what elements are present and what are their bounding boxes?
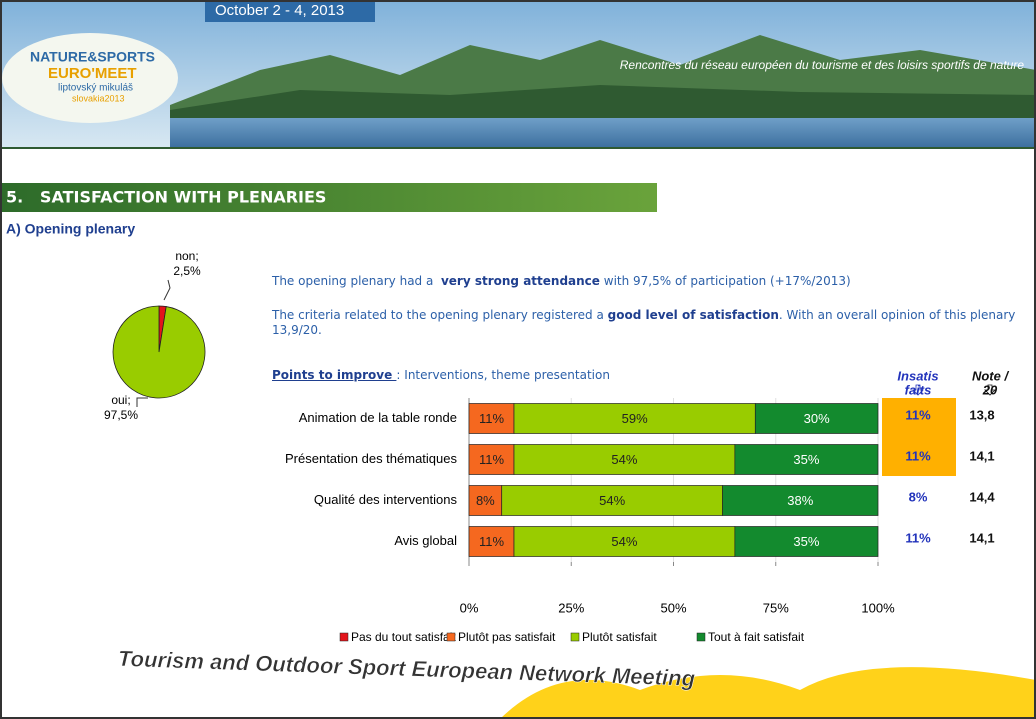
bar-segment [468,526,515,557]
column-value: 14,1 [969,448,994,463]
bar-value-label: 8% [476,493,495,508]
pie-category-label: oui; [111,393,130,407]
column-value: 13,8 [969,407,994,422]
text-bold: Points to improve [272,368,397,382]
bar-value-label: 35% [793,452,819,467]
down-arrow [984,384,996,396]
date-strip [205,0,375,22]
text-bold: good level of satisfaction [607,308,779,322]
x-tick-label: 50% [660,600,686,615]
legend-label: Plutôt pas satisfait [458,630,556,644]
text: : Interventions, theme presentation [396,368,610,382]
y-tick-label: Avis global [394,533,457,548]
bar-value-label: 35% [793,534,819,549]
y-tick-label: Animation de la table ronde [299,410,457,425]
pie-value-label: 97,5% [104,408,138,422]
bar-value-label: 54% [611,534,637,549]
logo-line: NATURE&SPORTS [30,49,155,65]
dates: October 2 - 4, 2013 [215,2,344,19]
bar-value-label: 11% [479,411,504,426]
legend-swatch [696,632,706,642]
legend-label: Tout à fait satisfait [708,630,805,644]
x-tick-label: 75% [763,600,789,615]
bar-value-label: 59% [622,411,648,426]
paragraph: The criteria related to the opening plen… [272,308,1022,338]
legend-swatch [339,632,349,642]
pie-category-label: non; [175,249,198,263]
footer-text: Tourism and Outdoor Sport European Netwo… [118,646,696,691]
x-tick-label: 100% [861,600,895,615]
column-value: 11% [905,407,931,422]
x-tick-label: 0% [460,600,479,615]
bar-segment [513,526,736,557]
column-header: Note / [972,368,1010,383]
legend-label: Plutôt satisfait [582,630,657,644]
column-header: faits [905,382,932,397]
bar-segment [468,403,515,434]
column-value: 11% [905,448,931,463]
bar-value-label: 30% [804,411,830,426]
column-header: Insatis [897,368,938,383]
paragraph: Points to improve : Interventions, theme… [272,368,1022,383]
bar-segment [722,485,879,516]
column-value: 11% [905,530,931,545]
legend-swatch [570,632,580,642]
y-tick-label: Présentation des thématiques [285,451,457,466]
column-value: 14,4 [969,489,995,504]
bar-value-label: 38% [787,493,813,508]
text: The opening plenary had a [272,274,441,288]
down-arrow [912,384,924,396]
bar-segment [513,444,736,475]
text: The criteria related to the opening plen… [272,308,608,322]
paragraph: The opening plenary had a very strong at… [272,274,1022,289]
bar-segment [734,526,879,557]
pie-slice [112,305,206,399]
bar-segment [734,444,879,475]
bar-value-label: 11% [479,534,504,549]
hills [170,85,1036,120]
subtitle: A) Opening plenary [6,221,135,237]
x-tick-label: 25% [558,600,584,615]
text-bold: very strong attendance [440,274,600,288]
bar-value-label: 54% [599,493,625,508]
pie-value-label: 2,5% [173,264,201,278]
section-title: 5. SATISFACTION WITH PLENARIES [6,188,326,207]
leader-line [163,279,171,301]
column-value: 8% [909,489,928,504]
section-bar [0,183,657,212]
legend-swatch [446,632,456,642]
column-value: 14,1 [969,530,994,545]
leader-line [136,397,148,407]
logo-line: EURO'MEET [48,65,137,82]
column-header: 20 [982,382,998,397]
legend-label: Pas du tout satisfait [351,630,456,644]
text: with 97,5% of participation (+17%/2013) [599,274,851,288]
lake [170,118,1036,148]
footer-shape [500,667,1036,719]
y-tick-label: Qualité des interventions [314,492,458,507]
bar-segment [468,485,503,516]
logo-bg [2,33,178,123]
bar-segment [501,485,723,516]
highlight [882,398,956,476]
logo-line: slovakia2013 [72,93,125,103]
logo-line: liptovský mikuláš [58,83,133,94]
tagline: Rencontres du réseau européen du tourism… [620,58,1025,72]
bar-value-label: 54% [611,452,637,467]
bar-segment [513,403,756,434]
text: . With an overall opinion of this plenar… [272,308,1016,337]
bar-value-label: 11% [479,452,504,467]
bar-segment [754,403,879,434]
